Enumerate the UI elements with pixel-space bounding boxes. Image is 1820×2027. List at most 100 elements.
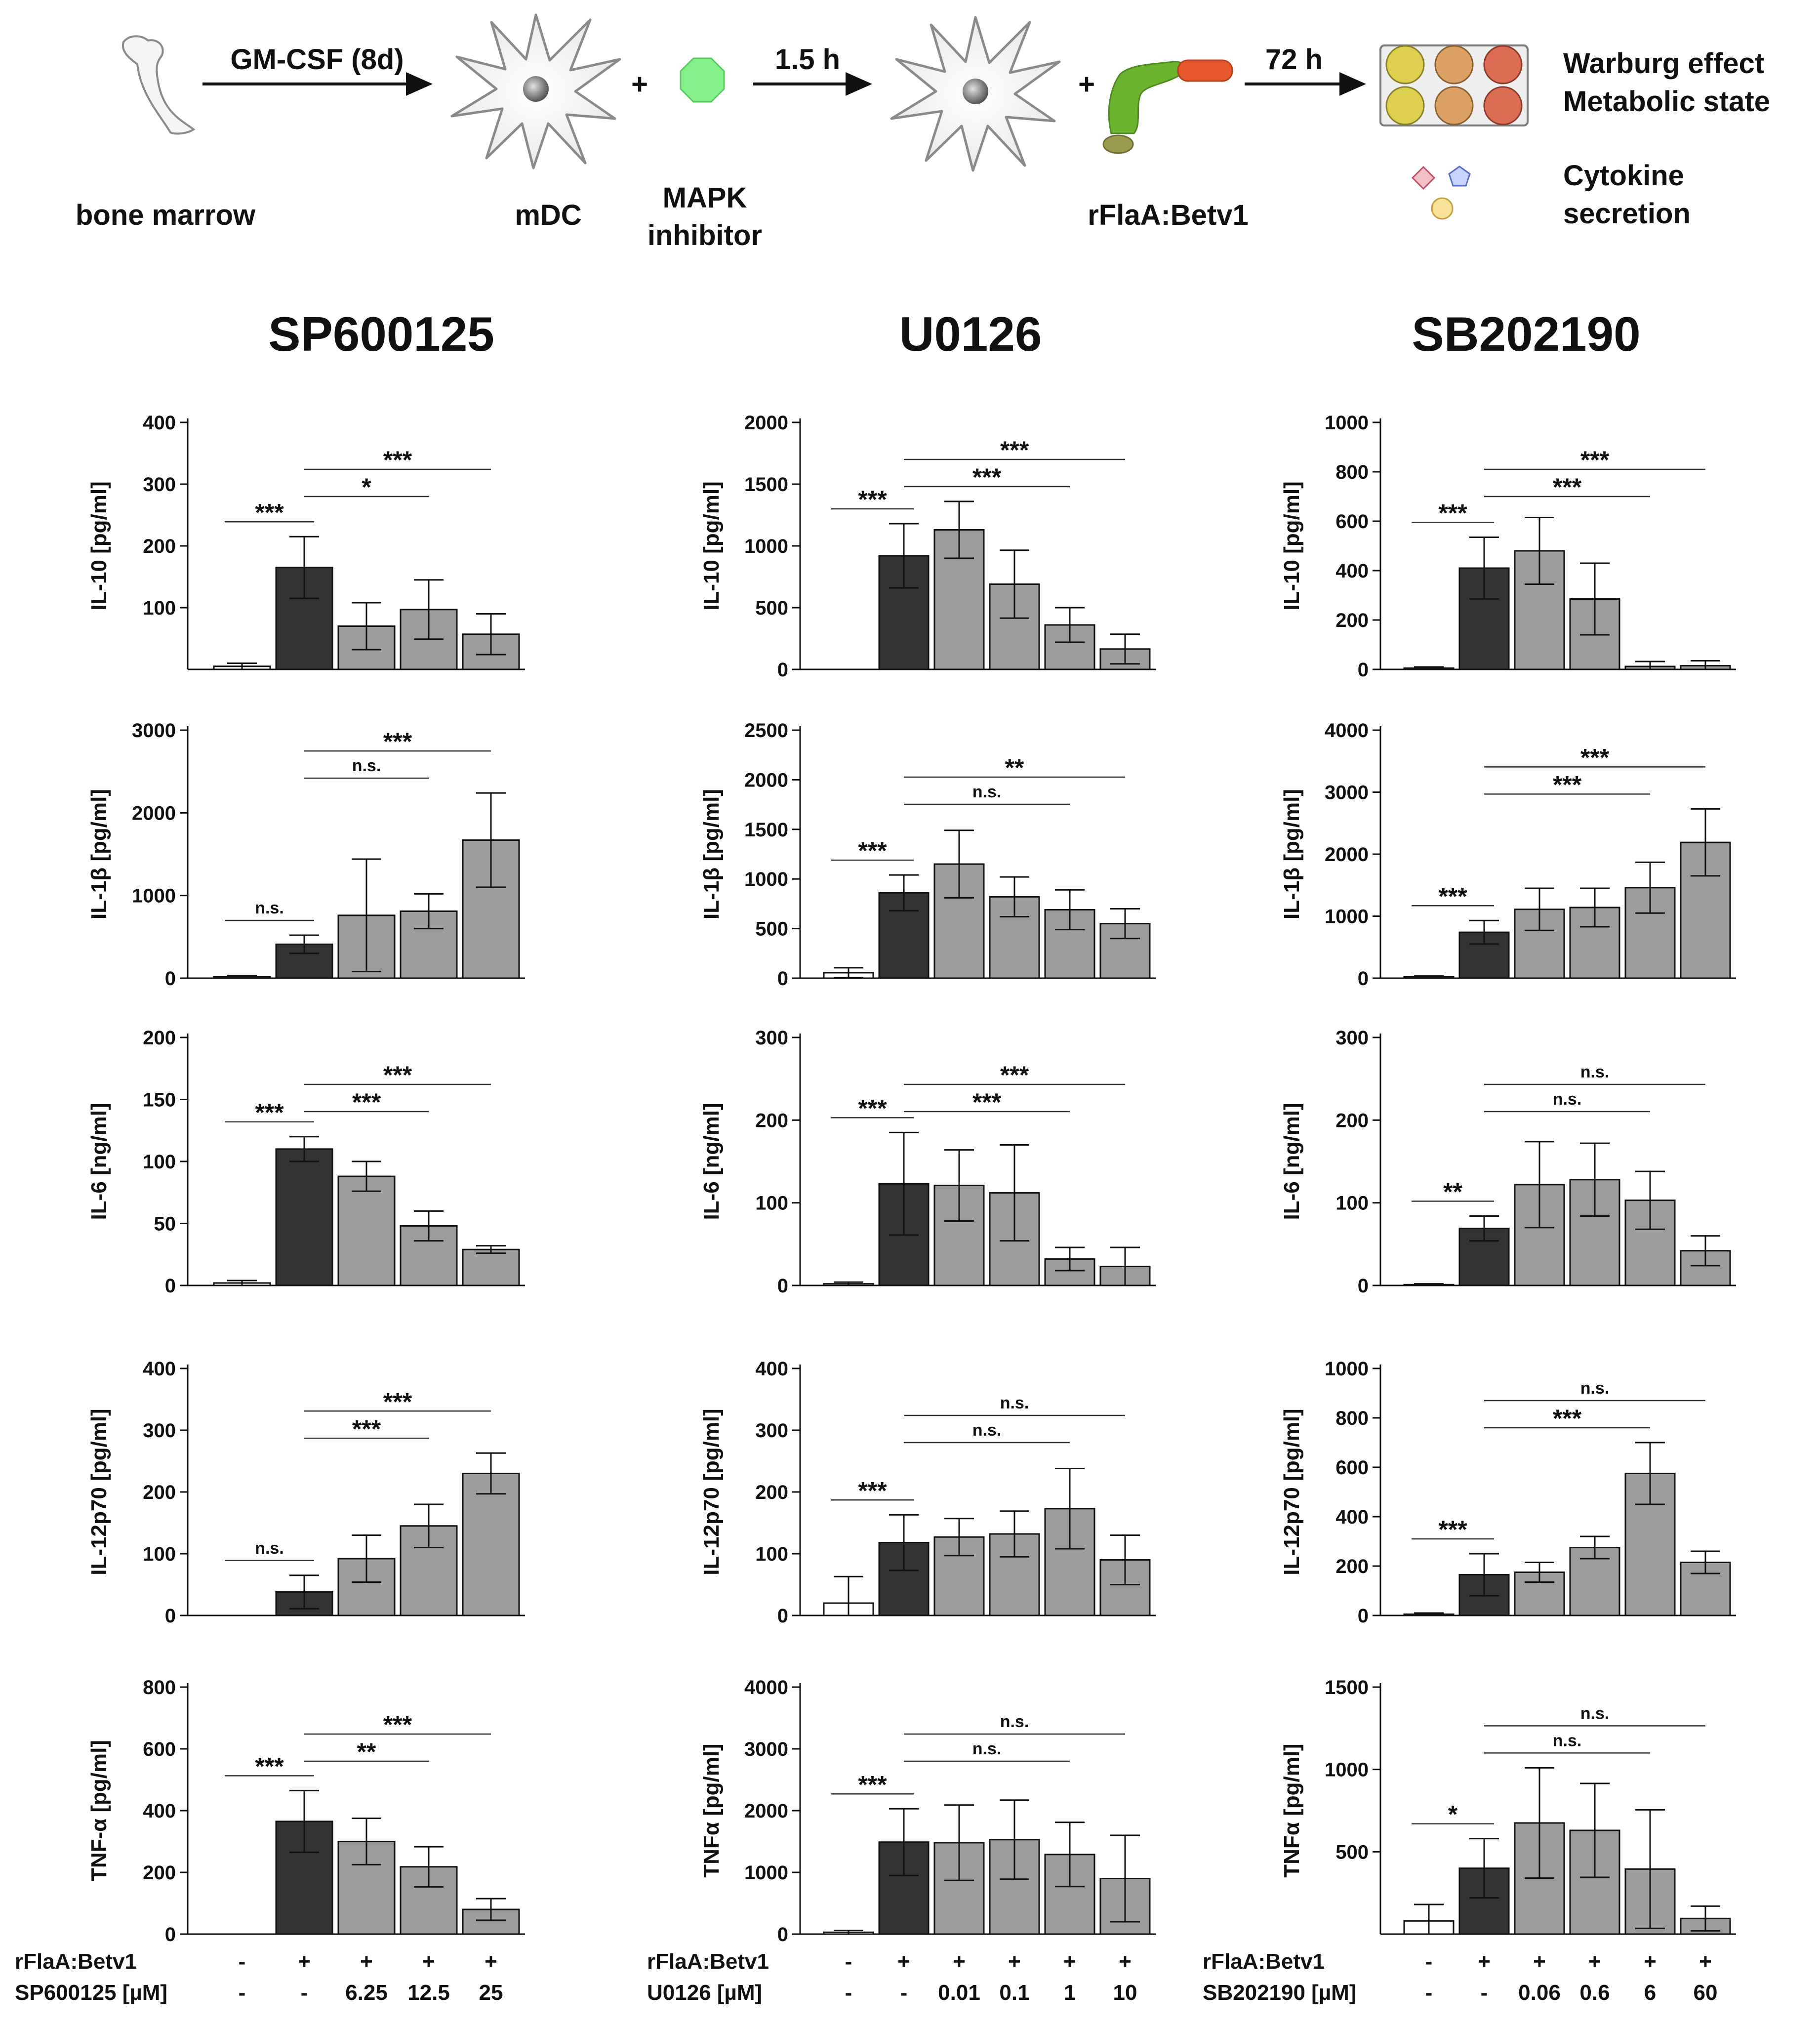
x-value-dose: - <box>1425 1981 1433 2005</box>
cytokine-label-line2: secretion <box>1563 198 1691 230</box>
chart-sp600125-il-1-ytick-label: 2000 <box>132 802 176 824</box>
x-value-rflaa: + <box>1478 1949 1491 1974</box>
chart-sb202190-il-10-sig-label: *** <box>1580 446 1610 474</box>
x-value-dose: - <box>1481 1981 1488 2005</box>
chart-sp600125-il-6-ylabel: IL-6 [ng/ml] <box>87 1103 111 1220</box>
workflow-schematic: bone marrow GM-CSF (8d) mDC + MAPK inhib… <box>76 13 1770 251</box>
chart-u0126-il-6-ytick-label: 0 <box>777 1275 788 1297</box>
chart-u0126-il-6-ytick-label: 200 <box>755 1110 788 1131</box>
chart-u0126-il-6-ytick-label: 100 <box>755 1193 788 1214</box>
x-value-rflaa: - <box>845 1949 852 1974</box>
chart-sb202190-il-1-ytick-label: 4000 <box>1325 720 1369 742</box>
x-value-dose: 10 <box>1113 1981 1137 2005</box>
chart-u0126-il-1-ytick-label: 1500 <box>744 819 788 841</box>
chart-sp600125-tnf-sig-label: *** <box>255 1752 284 1780</box>
chart-u0126-il-6-sig-label: *** <box>858 1094 887 1122</box>
x-value-rflaa: - <box>1425 1949 1433 1974</box>
chart-u0126-tnf-ytick-label: 1000 <box>744 1862 788 1884</box>
x-value-dose: 0.6 <box>1579 1981 1610 2005</box>
x-value-dose: - <box>900 1981 908 2005</box>
chart-sp600125-il-1-ytick-label: 0 <box>165 968 176 990</box>
chart-sb202190-il-1-sig-label: *** <box>1438 882 1467 910</box>
chart-u0126-il-1-ytick-label: 1000 <box>744 869 788 890</box>
chart-sp600125-il-12p70-sig-label: *** <box>383 1388 412 1415</box>
chart-u0126-il-12p70-ytick-label: 100 <box>755 1543 788 1565</box>
time-1-5h-label: 1.5 h <box>775 43 840 76</box>
x-label-rflaa-3: rFlaA:Betv1 <box>1203 1949 1325 1974</box>
rflaa-label: rFlaA:Betv1 <box>1088 199 1249 231</box>
chart-sp600125-tnf-sig-label: ** <box>357 1738 376 1766</box>
x-value-rflaa: + <box>897 1949 910 1974</box>
chart-sb202190-il-12p70-ytick-label: 800 <box>1335 1407 1369 1429</box>
chart-sb202190-il-6-ytick-label: 0 <box>1358 1275 1369 1297</box>
chart-u0126-il-10-ytick-label: 500 <box>755 597 788 619</box>
chart-sp600125-il-10-ylabel: IL-10 [pg/ml] <box>87 481 111 611</box>
plus-sign-1: + <box>631 68 648 100</box>
chart-sp600125-il-1-sig-label: n.s. <box>352 756 381 775</box>
chart-sb202190-il-12p70-ytick-label: 600 <box>1335 1457 1369 1479</box>
chart-sp600125-il-6-bar-4 <box>462 1248 520 1286</box>
mdc-cell-icon <box>450 13 621 169</box>
x-value-rflaa: + <box>1588 1949 1601 1974</box>
chart-u0126-il-6-ylabel: IL-6 [ng/ml] <box>699 1103 724 1220</box>
x-value-dose: - <box>301 1981 308 2005</box>
warburg-label: Warburg effect <box>1563 47 1764 80</box>
chart-sp600125-il-12p70-ytick-label: 400 <box>143 1358 176 1380</box>
chart-u0126-il-12p70-ylabel: IL-12p70 [pg/ml] <box>699 1408 724 1575</box>
panel-title-sb202190: SB202190 <box>1412 307 1640 361</box>
x-value-dose: 12.5 <box>407 1981 450 2005</box>
chart-sb202190-tnf-sig-label: n.s. <box>1553 1731 1582 1750</box>
cytokine-shapes-icon <box>1411 165 1471 220</box>
x-label-inhibitor-2: U0126 [µM] <box>647 1981 762 2005</box>
chart-u0126-il-12p70-ytick-label: 0 <box>777 1605 788 1627</box>
chart-sb202190-il-1-ytick-label: 0 <box>1358 968 1369 990</box>
bone-marrow-label: bone marrow <box>76 199 256 231</box>
chart-u0126-tnf: 0 1000 2000 3000 4000 TNFα [pg/ml] *** n.s. n.s. <box>699 1677 1156 1945</box>
chart-sp600125-tnf-ytick-label: 600 <box>143 1738 176 1760</box>
x-value-rflaa: + <box>953 1949 966 1974</box>
chart-sp600125-tnf-ytick-label: 800 <box>143 1677 176 1698</box>
x-label-rflaa-2: rFlaA:Betv1 <box>647 1949 769 1974</box>
bone-icon <box>121 35 196 135</box>
x-value-dose: 25 <box>479 1981 503 2005</box>
chart-u0126-il-1-ytick-label: 2500 <box>744 720 788 742</box>
mdc-cell-icon-2 <box>890 16 1061 172</box>
chart-u0126-il-10-ytick-label: 2000 <box>744 412 788 434</box>
chart-sb202190-il-6-sig-label: n.s. <box>1553 1090 1582 1109</box>
chart-sb202190-il-12p70-sig-label: *** <box>1438 1516 1467 1543</box>
x-value-rflaa: + <box>298 1949 311 1974</box>
x-label-inhibitor-3: SB202190 [µM] <box>1203 1981 1356 2005</box>
chart-sb202190-il-6-sig-label: n.s. <box>1580 1063 1610 1081</box>
chart-sp600125-il-10-sig-label: * <box>362 473 371 501</box>
chart-u0126-tnf-sig-label: *** <box>858 1771 887 1798</box>
chart-sb202190-il-10-ytick-label: 1000 <box>1325 412 1369 434</box>
chart-sp600125-il-10-sig-label: *** <box>383 446 412 474</box>
chart-sp600125-il-12p70-ylabel: IL-12p70 [pg/ml] <box>87 1408 111 1575</box>
panel-title-u0126: U0126 <box>899 307 1042 361</box>
chart-sb202190-il-6-ytick-label: 100 <box>1335 1193 1369 1214</box>
chart-u0126-il-6-ytick-label: 300 <box>755 1027 788 1049</box>
x-value-rflaa: + <box>1008 1949 1021 1974</box>
chart-sb202190-il-10-ytick-label: 800 <box>1335 461 1369 483</box>
chart-sb202190-il-10-ytick-label: 200 <box>1335 610 1369 631</box>
mapk-label-line2: inhibitor <box>647 219 762 251</box>
chart-sb202190-il-12p70-sig-label: n.s. <box>1580 1379 1610 1398</box>
mdc-label: mDC <box>515 199 581 231</box>
chart-sb202190-il-12p70-ytick-label: 1000 <box>1325 1358 1369 1380</box>
chart-u0126-il-12p70-sig-label: n.s. <box>972 1421 1002 1440</box>
chart-sp600125-il-12p70-sig-label: *** <box>352 1415 381 1443</box>
chart-sp600125-tnf-ytick-label: 0 <box>165 1924 176 1945</box>
chart-sb202190-il-6-ylabel: IL-6 [ng/ml] <box>1280 1103 1304 1220</box>
panel-title-sp600125: SP600125 <box>268 307 494 361</box>
chart-sp600125-il-1-ytick-label: 3000 <box>132 720 176 742</box>
x-value-dose: 0.01 <box>938 1981 980 2005</box>
chart-u0126-tnf-ytick-label: 2000 <box>744 1800 788 1822</box>
chart-u0126-il-10-sig-label: *** <box>1000 436 1029 464</box>
